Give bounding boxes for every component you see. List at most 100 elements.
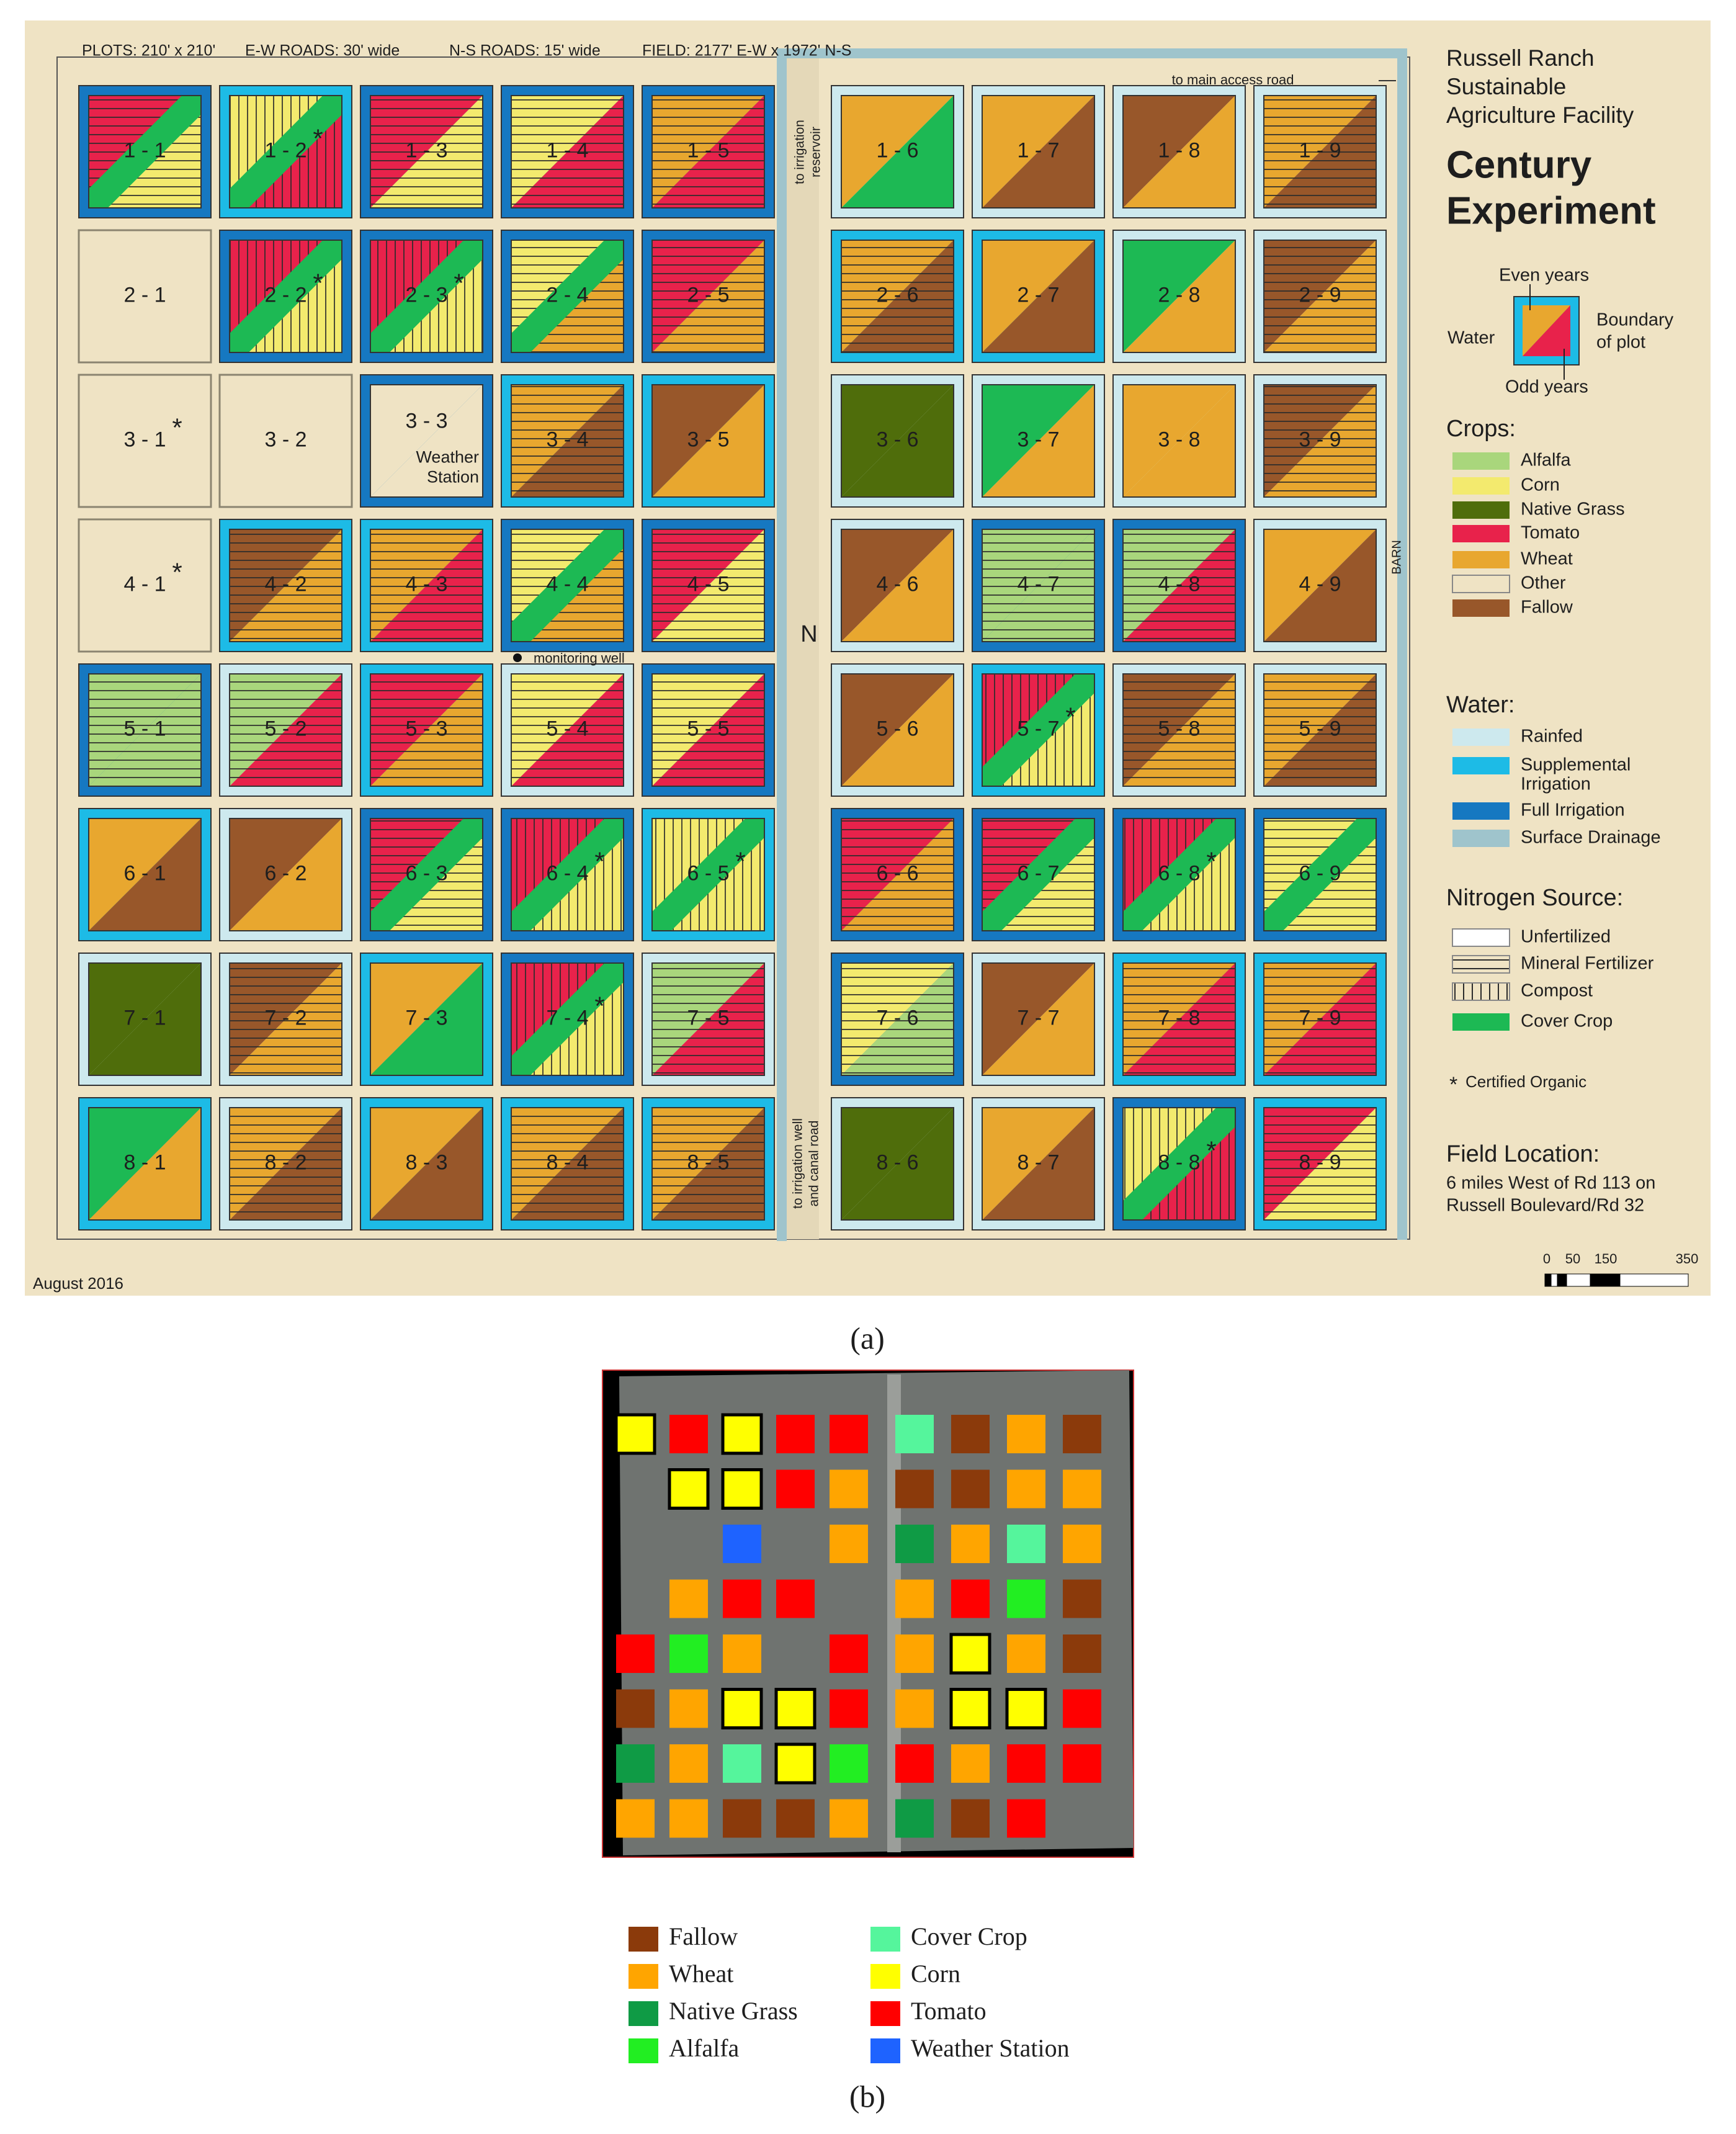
plot-nitrogen	[841, 818, 954, 931]
legend-swatch	[870, 1964, 900, 1989]
legend-swatch	[1452, 452, 1510, 470]
classified-plot	[723, 1799, 761, 1838]
field-boundary	[56, 56, 1410, 1240]
plot-label: 5 - 7	[1017, 717, 1059, 740]
plot-cover-crop	[1264, 818, 1376, 931]
plot-nitrogen	[511, 385, 624, 497]
plot-note: Weather	[416, 448, 479, 467]
plot-inner-edge	[370, 529, 483, 642]
plot-nitrogen	[230, 529, 342, 642]
organic-mark: *	[1206, 1136, 1216, 1165]
plot-nitrogen	[1264, 963, 1376, 1075]
legend-label: Rainfed	[1521, 727, 1583, 746]
legend-label: Mineral Fertilizer	[1521, 954, 1654, 974]
scale-bar	[1550, 1273, 1558, 1287]
plot-inner-edge	[841, 673, 954, 787]
classified-plot	[1063, 1634, 1101, 1673]
plot-cover-crop	[511, 240, 624, 352]
legend-swatch	[1452, 955, 1510, 974]
legend-swatch	[629, 1964, 658, 1989]
plot-label: 8 - 8	[1158, 1150, 1200, 1174]
plot-label: 8 - 2	[264, 1150, 306, 1174]
plot-label: 1 - 7	[1017, 138, 1059, 162]
plot-label: 6 - 8	[1158, 861, 1200, 885]
legend-title: Water:	[1446, 692, 1515, 718]
plot-label: 2 - 9	[1299, 283, 1341, 307]
classified-plot	[1007, 1744, 1045, 1783]
organic-mark: *	[594, 992, 604, 1021]
plot-inner-edge	[982, 529, 1095, 642]
experiment-title: Experiment	[1446, 189, 1656, 232]
plot-cover-crop	[511, 529, 624, 642]
plot-nitrogen	[1123, 529, 1235, 642]
plot-nitrogen	[1264, 385, 1376, 497]
plot-label: 4 - 7	[1017, 572, 1059, 596]
plot-inner-edge	[982, 1107, 1095, 1221]
scale-label: 350	[1676, 1251, 1699, 1267]
plot-inner-edge	[229, 818, 342, 931]
scale-bar	[1557, 1273, 1567, 1287]
plot-inner-edge	[841, 529, 954, 642]
classified-plot	[951, 1415, 990, 1453]
plot-label: 8 - 7	[1017, 1150, 1059, 1174]
plot-boundary	[78, 229, 212, 364]
plot-nitrogen	[652, 963, 764, 1075]
legend-label: Supplemental	[1521, 755, 1631, 775]
plot-inner-edge	[511, 1107, 624, 1221]
plot-nitrogen	[652, 529, 764, 642]
classified-plot	[830, 1634, 868, 1673]
classified-plot	[669, 1799, 708, 1838]
key-label: of plot	[1596, 333, 1645, 352]
legend-label: Fallow	[669, 1922, 738, 1950]
legend-swatch	[629, 2038, 658, 2063]
plot-label: 3 - 8	[1158, 428, 1200, 451]
plot-odd-years	[982, 240, 1094, 352]
key-label: Odd years	[1505, 377, 1588, 397]
legend-label: Native Grass	[669, 1997, 798, 2025]
plot-nitrogen	[1123, 963, 1235, 1075]
classified-plot	[1007, 1525, 1045, 1563]
plot-inner-edge	[1122, 962, 1236, 1076]
plot-label: 2 - 5	[687, 283, 729, 307]
plot-label: 7 - 8	[1158, 1006, 1200, 1029]
plot-inner-edge	[982, 384, 1095, 498]
legend-swatch	[1452, 1013, 1510, 1031]
plot-label: 1 - 1	[123, 138, 166, 162]
plot-label: 7 - 3	[405, 1006, 447, 1029]
plot-inner-edge	[1122, 384, 1236, 498]
plot-nitrogen	[89, 674, 201, 786]
scale-label: 50	[1565, 1251, 1580, 1267]
classified-plot	[830, 1689, 868, 1728]
plot-cover-crop	[230, 96, 342, 208]
classified-plot	[721, 1468, 763, 1510]
plot-boundary	[78, 374, 212, 508]
plot-label: 1 - 8	[1158, 138, 1200, 162]
drainage-channel	[777, 56, 787, 1241]
classified-plot	[669, 1634, 708, 1673]
legend-swatch	[870, 1927, 900, 1952]
scale-label: 150	[1595, 1251, 1617, 1267]
classified-plot	[669, 1689, 708, 1728]
plot-odd-years	[652, 385, 764, 497]
classified-plot	[895, 1469, 934, 1509]
plot-cover-crop	[1123, 1108, 1235, 1220]
plot-label: 3 - 7	[1017, 428, 1059, 451]
legend-label: Native Grass	[1521, 500, 1625, 519]
plot-inner-edge	[370, 95, 483, 208]
organic-mark: *	[735, 847, 745, 876]
plot-cover-crop	[370, 240, 483, 352]
plot-label: 6 - 2	[264, 861, 306, 885]
classified-plot	[668, 1468, 710, 1510]
scale-label: 0	[1543, 1251, 1550, 1267]
classified-plot	[1007, 1469, 1045, 1509]
legend-swatch	[1452, 599, 1510, 617]
plot-inner-edge	[841, 818, 954, 931]
organic-mark: *	[313, 124, 323, 153]
plot-inner-edge	[1263, 95, 1377, 208]
plot-label: 3 - 2	[264, 428, 306, 451]
plot-label: 7 - 9	[1299, 1006, 1341, 1029]
classified-plot	[830, 1525, 868, 1563]
plot-cover-crop	[370, 818, 483, 931]
plot-inner-edge	[1263, 818, 1377, 931]
scale-bar	[1619, 1273, 1689, 1287]
